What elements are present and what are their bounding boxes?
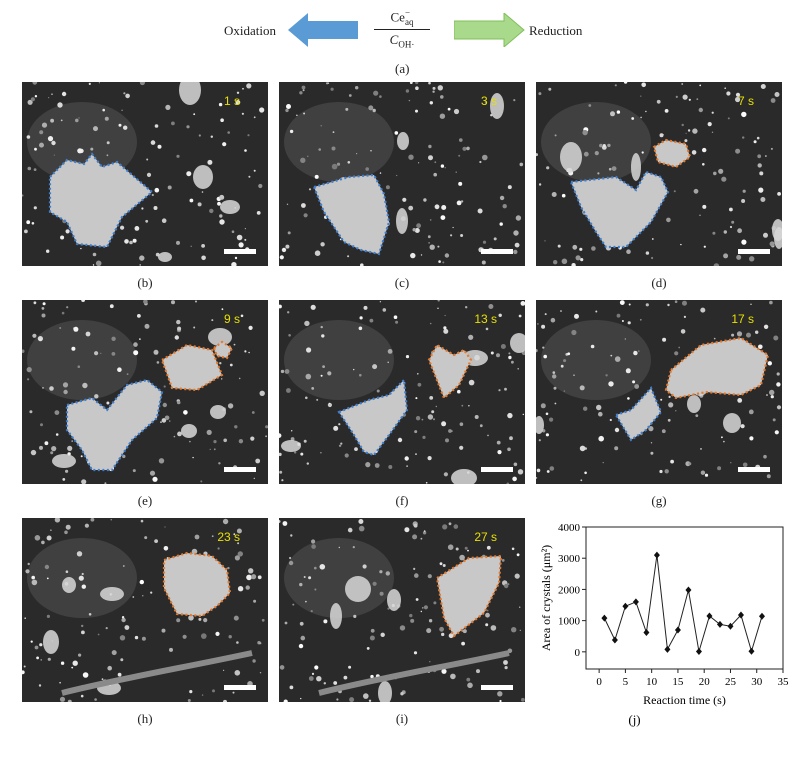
series-line [603,555,763,653]
scale-bar [224,467,256,472]
x-tick-label: 5 [623,676,629,688]
plot-frame [585,526,784,670]
scale-bar [224,249,256,254]
crystal-outline [337,377,409,457]
crystal-outline [664,336,770,400]
data-point [706,612,713,620]
crystal-outline [48,152,154,249]
y-tick-label: 0 [575,647,581,659]
crystal-outline [162,551,232,618]
time-stamp: 17 s [731,312,754,326]
reduction-arrow-icon [454,13,525,47]
data-point [685,586,692,594]
time-stamp: 1 s [223,94,240,108]
crystal-outline [427,343,473,400]
scale-bar [481,249,513,254]
micrograph-panel: 3 s [279,82,525,266]
data-point [622,602,629,610]
panel-label: (f) [395,493,409,508]
micrograph-panel: 9 s [22,300,268,484]
data-point [758,612,765,620]
x-tick-label: 20 [699,676,711,688]
scale-bar [481,685,513,690]
x-tick-label: 0 [596,676,602,688]
oxidation-label: Oxidation [224,23,276,38]
scale-bar [738,467,770,472]
scale-bar [481,467,513,472]
oxidation-arrow-icon [288,13,358,47]
denominator: COH· [374,28,430,50]
x-tick-label: 15 [672,676,684,688]
area-chart: 0 5 10 15 20 25 30 35 0 1000 2000 3000 4000 Reaction … [540,522,790,727]
data-point [611,636,618,644]
micrograph-panel: 17 s [536,300,782,484]
x-tick-label: 30 [751,676,763,688]
y-axis-label: Area of crystals (μm²) [540,545,553,651]
time-stamp: 13 s [474,312,497,326]
micrograph-panel: 7 s [536,82,782,266]
panel-label: (g) [651,493,667,508]
panel-label: (d) [651,275,667,290]
time-stamp: 23 s [217,530,240,544]
data-point [664,645,671,653]
micrograph-panel: 1 s [22,82,268,266]
y-tick-label: 4000 [558,522,581,534]
reduction-label: Reduction [529,23,583,38]
panel-label: (h) [137,711,153,726]
panel-label: (b) [137,275,153,290]
time-stamp: 7 s [737,94,754,108]
crystal-outline [65,378,164,472]
y-tick-label: 1000 [558,616,581,628]
data-point [632,598,639,606]
crystal-outline [652,138,692,169]
time-stamp: 9 s [223,312,240,326]
data-point [716,620,723,628]
y-tick-label: 2000 [558,584,581,596]
crystal-outline [312,173,391,256]
crystal-outline [212,340,234,360]
micrograph-panel: 27 s [279,518,525,702]
scale-bar [738,249,770,254]
data-point [695,648,702,656]
x-axis-label: Reaction time (s) [643,693,726,707]
crystal-outline [435,554,503,638]
data-point [674,626,681,634]
data-point [601,614,608,622]
crystal-outline [569,170,670,249]
x-tick-label: 10 [646,676,658,688]
data-point [737,611,744,619]
data-point [727,622,734,630]
panel-label-j: (j) [628,712,640,727]
crystal-outline [160,343,224,392]
scale-bar [224,685,256,690]
ratio-formula: Ce−aq COH· [374,8,430,50]
panel-label: (e) [137,493,153,508]
data-point [748,647,755,655]
x-tick-label: 35 [778,676,790,688]
y-tick-label: 3000 [558,553,581,565]
crystal-outline [614,385,663,442]
numerator: Ce−aq [390,8,414,27]
data-point [653,551,660,559]
micrograph-panel: 23 s [22,518,268,702]
micrograph-panel: 13 s [279,300,525,484]
time-stamp: 3 s [480,94,497,108]
panel-label-a: (a) [395,61,410,76]
panel-label: (c) [394,275,410,290]
time-stamp: 27 s [474,530,497,544]
x-tick-label: 25 [725,676,737,688]
panel-label: (i) [395,711,409,726]
data-point [643,628,650,636]
